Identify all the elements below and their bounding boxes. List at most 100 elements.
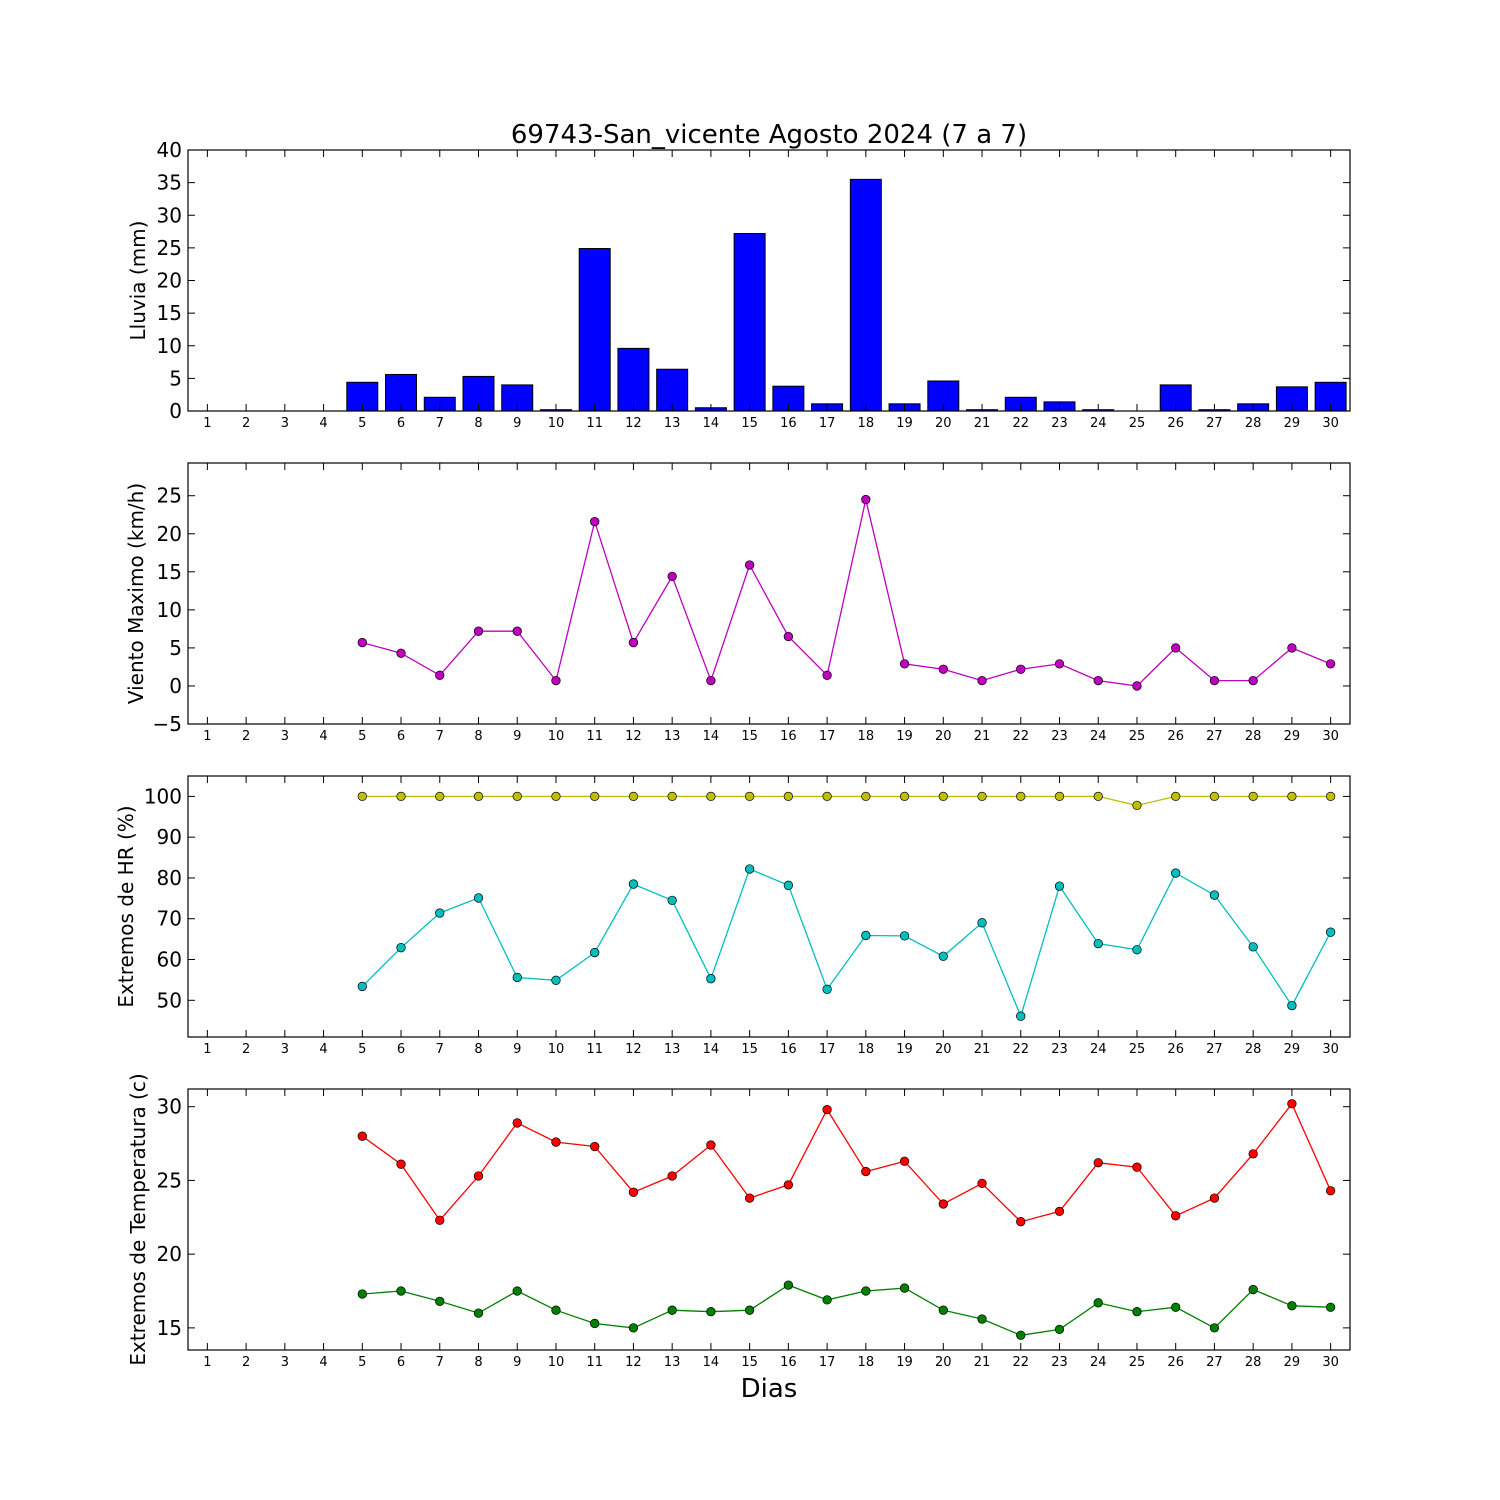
x-tick-label: 9 bbox=[513, 416, 521, 431]
data-point bbox=[706, 1307, 716, 1317]
plot-frame bbox=[187, 462, 1351, 725]
data-point bbox=[473, 1308, 484, 1318]
data-point bbox=[1248, 1284, 1258, 1295]
y-tick-label: 25 bbox=[157, 236, 182, 260]
x-tick-label: 7 bbox=[436, 729, 444, 744]
y-axis-label: Lluvia (mm) bbox=[126, 221, 150, 341]
x-tick-label: 29 bbox=[1284, 416, 1301, 431]
data-point bbox=[667, 791, 677, 802]
data-point bbox=[1016, 1217, 1026, 1227]
x-tick-label: 26 bbox=[1167, 729, 1184, 744]
x-tick-label: 2 bbox=[242, 416, 250, 431]
x-tick-label: 10 bbox=[548, 1042, 565, 1057]
x-tick-label: 24 bbox=[1090, 1355, 1107, 1370]
data-point bbox=[1054, 881, 1065, 891]
x-tick-label: 18 bbox=[858, 1355, 875, 1370]
data-point bbox=[1209, 1193, 1220, 1203]
x-tick-label: 24 bbox=[1090, 416, 1107, 431]
x-tick-label: 21 bbox=[974, 1042, 991, 1057]
x-tick-label: 21 bbox=[974, 416, 991, 431]
data-point bbox=[435, 670, 445, 680]
data-point bbox=[667, 571, 677, 582]
data-point bbox=[590, 947, 600, 958]
x-tick-label: 24 bbox=[1090, 1042, 1107, 1057]
data-point bbox=[435, 1215, 445, 1225]
x-tick-label: 13 bbox=[664, 1355, 681, 1370]
x-tick-label: 19 bbox=[896, 1042, 913, 1057]
data-point bbox=[396, 1286, 406, 1296]
x-axis-label: Dias bbox=[741, 1374, 798, 1404]
x-tick-label: 23 bbox=[1051, 729, 1068, 744]
series-line bbox=[362, 499, 1331, 687]
y-tick-label: 25 bbox=[157, 484, 182, 508]
x-tick-label: 2 bbox=[242, 1355, 250, 1370]
y-tick-label: 5 bbox=[169, 366, 182, 390]
x-tick-label: 25 bbox=[1129, 729, 1146, 744]
data-point bbox=[1132, 1307, 1142, 1317]
x-tick-label: 27 bbox=[1206, 1355, 1223, 1370]
data-point bbox=[783, 631, 794, 642]
x-tick-label: 14 bbox=[703, 1042, 720, 1057]
data-point bbox=[1016, 1011, 1026, 1021]
x-tick-label: 1 bbox=[203, 1355, 211, 1370]
data-point bbox=[1132, 1162, 1142, 1172]
data-point bbox=[1248, 675, 1258, 686]
data-point bbox=[1054, 1206, 1065, 1217]
data-point bbox=[822, 1104, 832, 1115]
data-point bbox=[861, 1286, 871, 1296]
x-tick-label: 19 bbox=[896, 729, 913, 744]
x-tick-label: 6 bbox=[397, 1355, 405, 1370]
data-point bbox=[357, 637, 367, 648]
data-point bbox=[1325, 1302, 1336, 1312]
x-tick-label: 3 bbox=[281, 1355, 289, 1370]
x-tick-label: 10 bbox=[548, 1355, 565, 1370]
data-point bbox=[938, 791, 948, 802]
data-point bbox=[1171, 868, 1181, 878]
x-tick-label: 8 bbox=[474, 1355, 482, 1370]
y-axis-label: Extremos de HR (%) bbox=[114, 805, 138, 1007]
data-point bbox=[822, 791, 832, 802]
data-point bbox=[706, 1140, 716, 1150]
plot-frame bbox=[187, 1088, 1351, 1351]
x-tick-label: 20 bbox=[935, 1355, 952, 1370]
data-point bbox=[783, 1280, 794, 1290]
data-point bbox=[899, 1156, 910, 1166]
series-line bbox=[361, 868, 1332, 1019]
plot-frame bbox=[187, 149, 1351, 412]
data-point bbox=[744, 864, 755, 874]
data-point bbox=[861, 930, 871, 941]
y-tick-label: 20 bbox=[157, 1242, 182, 1266]
data-point bbox=[1016, 664, 1026, 674]
data-point bbox=[473, 791, 484, 802]
data-point bbox=[590, 791, 600, 802]
x-tick-label: 27 bbox=[1206, 1042, 1223, 1057]
x-tick-label: 28 bbox=[1245, 1355, 1262, 1370]
data-point bbox=[1287, 1000, 1297, 1011]
x-tick-label: 8 bbox=[474, 729, 482, 744]
x-tick-label: 1 bbox=[203, 729, 211, 744]
data-point bbox=[1093, 675, 1103, 686]
x-tick-label: 26 bbox=[1167, 1042, 1184, 1057]
data-point bbox=[1248, 791, 1258, 802]
data-point bbox=[706, 791, 716, 802]
data-point bbox=[512, 1286, 522, 1296]
y-tick-label: 80 bbox=[157, 866, 182, 890]
data-point bbox=[1054, 1324, 1065, 1335]
x-tick-label: 14 bbox=[703, 416, 720, 431]
y-tick-label: 60 bbox=[157, 948, 182, 972]
x-tick-label: 10 bbox=[548, 729, 565, 744]
data-point bbox=[357, 981, 367, 992]
bar bbox=[849, 178, 882, 412]
y-tick-label: 15 bbox=[157, 1316, 182, 1340]
data-point bbox=[1171, 643, 1181, 653]
data-point bbox=[1325, 1186, 1336, 1196]
x-tick-label: 7 bbox=[436, 416, 444, 431]
data-point bbox=[1209, 890, 1220, 900]
y-tick-label: 25 bbox=[157, 1168, 182, 1192]
x-tick-label: 1 bbox=[203, 1042, 211, 1057]
data-point bbox=[357, 1289, 367, 1299]
